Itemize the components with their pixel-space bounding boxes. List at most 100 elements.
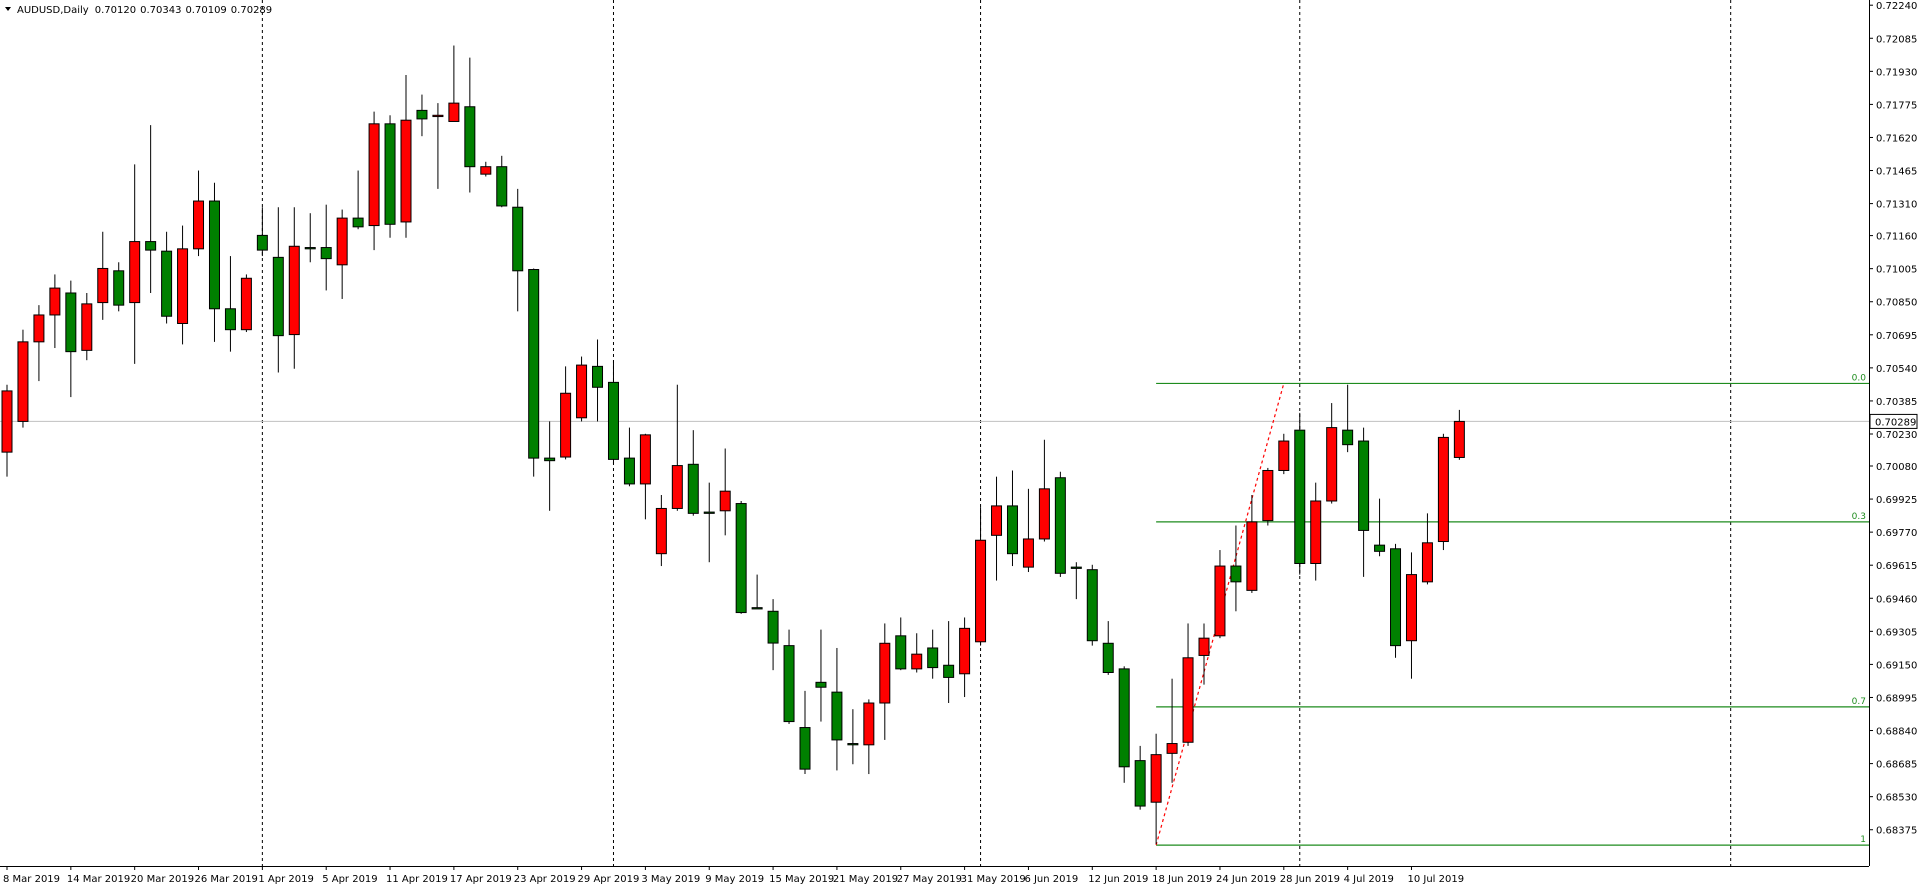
candle-body bbox=[113, 270, 125, 306]
y-tick-label: 0.69925 bbox=[1876, 495, 1917, 506]
candle-body bbox=[17, 341, 29, 422]
y-tick-label: 0.70080 bbox=[1876, 462, 1917, 473]
x-tick-label: 15 May 2019 bbox=[769, 874, 834, 885]
candle-body bbox=[416, 109, 428, 120]
candle-body bbox=[208, 200, 220, 310]
candle-body bbox=[1342, 429, 1354, 446]
candle-body bbox=[767, 610, 779, 644]
candle-body bbox=[1054, 477, 1066, 574]
candle-body bbox=[432, 114, 444, 118]
candle-body bbox=[1182, 657, 1194, 743]
x-tick-label: 5 Apr 2019 bbox=[322, 874, 377, 885]
y-tick-label: 0.71620 bbox=[1876, 133, 1917, 144]
header-close: 0.70289 bbox=[231, 5, 272, 16]
x-tick-label: 18 Jun 2019 bbox=[1152, 874, 1212, 885]
y-tick-label: 0.69770 bbox=[1876, 528, 1917, 539]
candle-body bbox=[480, 166, 492, 175]
candle-body bbox=[1198, 637, 1210, 656]
y-tick-label: 0.69150 bbox=[1876, 660, 1917, 671]
y-tick-label: 0.71160 bbox=[1876, 232, 1917, 243]
candle-body bbox=[799, 727, 811, 770]
candle-body bbox=[975, 539, 987, 643]
y-tick-label: 0.68840 bbox=[1876, 727, 1917, 738]
candle-body bbox=[959, 627, 971, 675]
x-tick-label: 3 May 2019 bbox=[641, 874, 700, 885]
candle-body bbox=[895, 635, 907, 670]
current-price-label: 0.70289 bbox=[1875, 417, 1916, 428]
candle-body bbox=[751, 607, 763, 610]
candle-body bbox=[847, 743, 859, 746]
x-tick-label: 6 Jun 2019 bbox=[1024, 874, 1078, 885]
candle-body bbox=[911, 653, 923, 670]
candle-body bbox=[1246, 521, 1258, 591]
x-tick-label: 8 Mar 2019 bbox=[3, 874, 60, 885]
candle-body bbox=[193, 200, 205, 250]
candle-body bbox=[272, 256, 284, 337]
candle-body bbox=[735, 503, 747, 614]
y-tick-label: 0.72085 bbox=[1876, 34, 1917, 45]
fib-level-label: 0.0 bbox=[1852, 373, 1867, 383]
y-tick-label: 0.68995 bbox=[1876, 693, 1917, 704]
candle-body bbox=[368, 123, 380, 227]
candle-body bbox=[592, 365, 604, 388]
y-tick-label: 0.71005 bbox=[1876, 265, 1917, 276]
candle-body bbox=[33, 314, 45, 343]
candle-body bbox=[224, 308, 236, 331]
candle-body bbox=[1405, 574, 1417, 642]
candle-body bbox=[528, 269, 540, 459]
y-tick-label: 0.69305 bbox=[1876, 627, 1917, 638]
candle-body bbox=[943, 664, 955, 678]
x-tick-label: 11 Apr 2019 bbox=[386, 874, 448, 885]
candle-body bbox=[1294, 429, 1306, 564]
candle-body bbox=[783, 645, 795, 723]
candle-body bbox=[448, 102, 460, 122]
candle-body bbox=[1070, 566, 1082, 569]
current-price-box bbox=[1869, 413, 1918, 429]
header-low: 0.70109 bbox=[185, 5, 226, 16]
candle-body bbox=[1262, 469, 1274, 522]
x-tick-label: 14 Mar 2019 bbox=[67, 874, 130, 885]
candle-body bbox=[145, 241, 157, 251]
x-tick-label: 12 Jun 2019 bbox=[1088, 874, 1148, 885]
candle-body bbox=[1102, 642, 1114, 674]
x-tick-label: 23 Apr 2019 bbox=[514, 874, 576, 885]
x-tick-label: 27 May 2019 bbox=[897, 874, 962, 885]
x-tick-label: 21 May 2019 bbox=[833, 874, 898, 885]
candle-body bbox=[81, 303, 93, 351]
candle-body bbox=[352, 217, 364, 228]
candle-body bbox=[384, 123, 396, 225]
menu-triangle[interactable] bbox=[5, 7, 11, 11]
x-tick-label: 24 Jun 2019 bbox=[1216, 874, 1276, 885]
candle-body bbox=[464, 106, 476, 168]
candle-body bbox=[1086, 569, 1098, 642]
candle-body bbox=[1358, 440, 1370, 531]
candle-body bbox=[1, 390, 13, 453]
x-tick-label: 28 Jun 2019 bbox=[1280, 874, 1340, 885]
y-tick-label: 0.68530 bbox=[1876, 793, 1917, 804]
candle-body bbox=[544, 457, 556, 462]
y-tick-label: 0.71310 bbox=[1876, 200, 1917, 211]
x-tick-label: 4 Jul 2019 bbox=[1344, 874, 1394, 885]
candle-body bbox=[1038, 488, 1050, 540]
candle-body bbox=[97, 267, 109, 304]
candle-body bbox=[288, 245, 300, 336]
candle-body bbox=[576, 364, 588, 419]
candle-body bbox=[927, 647, 939, 669]
y-tick-label: 0.69615 bbox=[1876, 561, 1917, 572]
y-tick-label: 0.70695 bbox=[1876, 331, 1917, 342]
y-tick-label: 0.68685 bbox=[1876, 760, 1917, 771]
x-tick-label: 29 Apr 2019 bbox=[578, 874, 640, 885]
candle-body bbox=[1166, 743, 1178, 754]
header-open: 0.70120 bbox=[95, 5, 136, 16]
candle-body bbox=[831, 691, 843, 741]
x-tick-label: 26 Mar 2019 bbox=[195, 874, 258, 885]
y-tick-label: 0.70540 bbox=[1876, 364, 1917, 375]
candle-body bbox=[1006, 505, 1018, 555]
candle-body bbox=[1437, 436, 1449, 543]
chart-header: AUDUSD,Daily 0.70120 0.70343 0.70109 0.70289 bbox=[17, 5, 272, 16]
x-tick-label: 20 Mar 2019 bbox=[131, 874, 194, 885]
candle-body bbox=[1214, 565, 1226, 637]
candle-body bbox=[240, 277, 252, 331]
candle-body bbox=[655, 507, 667, 555]
